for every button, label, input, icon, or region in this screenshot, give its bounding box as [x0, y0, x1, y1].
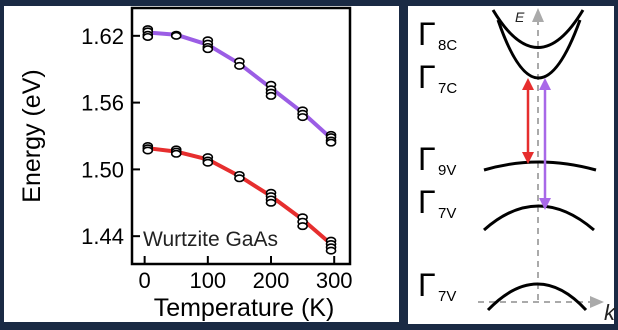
plot-panel-background [4, 6, 399, 322]
k-axis-arrowhead [590, 296, 604, 308]
plot-frame [130, 6, 352, 266]
energy-axis-arrowhead [532, 8, 544, 22]
x-axis-label: Temperature (K) [154, 294, 335, 322]
series-0-data-point [297, 113, 308, 122]
band-gamma-7v-curve [483, 204, 595, 232]
series-1-data-point [234, 174, 245, 183]
purple-transition-arrowhead-top [539, 78, 551, 90]
series-0-data-point [170, 31, 182, 40]
band-label-gamma-9v: Γ 9V [418, 141, 456, 179]
series-0-data-point [142, 32, 154, 41]
y-tick-label: 1.44 [81, 224, 124, 249]
series-1-data-point [265, 198, 277, 207]
series-1-data-point [325, 246, 337, 255]
band-label-gamma-7v: Γ 7V [418, 184, 456, 222]
band-label-gamma-7c-symbol: Γ [418, 59, 436, 95]
y-axis-label: Energy (eV) [18, 69, 46, 202]
x-tick-label: 200 [253, 268, 290, 293]
band-gamma-8c-curve [491, 9, 585, 49]
x-tick-label: 100 [189, 268, 226, 293]
band-label-gamma-7v-lower-symbol: Γ [418, 267, 436, 303]
y-tick-label: 1.50 [81, 157, 124, 182]
x-tick-label: 300 [316, 268, 353, 293]
series-1-data-point [202, 158, 214, 167]
band-label-gamma-9v-subscript: 9V [438, 162, 456, 179]
band-label-gamma-7v-lower: Γ 7V [418, 267, 456, 305]
series-1-data-point [170, 149, 182, 158]
series-0-data-point [202, 45, 214, 54]
material-annotation: Wurtzite GaAs [143, 228, 278, 251]
plot-axes: 0 100 200 300 1.44 1.50 1.56 1.62 [81, 24, 352, 293]
series-1-data-point [297, 222, 308, 231]
band-gamma-9v-curve [483, 160, 597, 172]
band-label-gamma-7c-subscript: 7C [438, 80, 457, 97]
band-label-gamma-9v-symbol: Γ [418, 141, 436, 177]
k-axis-label: k [604, 300, 616, 325]
series-0-data-point [265, 91, 277, 100]
band-label-gamma-7v-symbol: Γ [418, 184, 436, 220]
band-gamma-7c-curve [496, 19, 582, 80]
purple-transition-arrowhead-bottom [539, 198, 551, 210]
y-tick-label: 1.56 [81, 91, 124, 116]
band-diagram: E k Γ 8C Γ 7C Γ 9V Γ 7V Γ [418, 8, 616, 325]
y-tick-label: 1.62 [81, 24, 124, 49]
series-0-data-point [325, 138, 337, 147]
band-label-gamma-8c: Γ 8C [418, 16, 457, 54]
red-transition-arrowhead-bottom [522, 152, 534, 164]
band-label-gamma-7v-subscript: 7V [438, 205, 456, 222]
red-transition-arrowhead-top [522, 78, 534, 90]
x-tick-label: 0 [139, 268, 151, 293]
energy-axis-label: E [515, 9, 525, 25]
band-label-gamma-8c-subscript: 8C [438, 37, 457, 54]
band-label-gamma-7v-lower-subscript: 7V [438, 288, 456, 305]
series-1-data-point [142, 146, 154, 155]
band-label-gamma-8c-symbol: Γ [418, 16, 436, 52]
band-gamma-7v-lower-curve [486, 282, 588, 312]
series-0-data-point [234, 61, 245, 70]
plot-series [142, 25, 337, 255]
band-label-gamma-7c: Γ 7C [418, 59, 457, 97]
